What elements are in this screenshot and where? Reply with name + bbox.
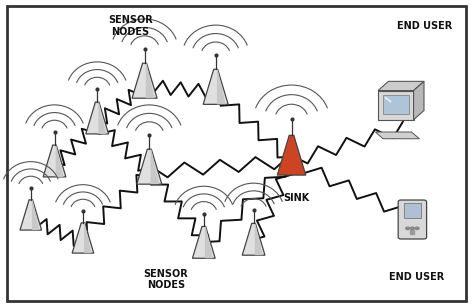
Polygon shape bbox=[255, 223, 263, 255]
Polygon shape bbox=[277, 135, 306, 175]
Polygon shape bbox=[137, 149, 162, 184]
Text: SINK: SINK bbox=[283, 193, 310, 204]
Polygon shape bbox=[375, 132, 419, 139]
Polygon shape bbox=[55, 145, 64, 177]
Polygon shape bbox=[98, 102, 106, 134]
Text: SENSOR
NODES: SENSOR NODES bbox=[108, 15, 153, 37]
Bar bbox=[383, 95, 409, 114]
Bar bbox=[404, 203, 420, 218]
Polygon shape bbox=[32, 200, 39, 230]
Polygon shape bbox=[242, 223, 265, 255]
Polygon shape bbox=[413, 81, 424, 120]
Polygon shape bbox=[146, 63, 155, 98]
Polygon shape bbox=[84, 223, 91, 253]
Polygon shape bbox=[20, 200, 42, 230]
Polygon shape bbox=[132, 63, 157, 98]
Polygon shape bbox=[43, 145, 66, 177]
Circle shape bbox=[415, 227, 419, 230]
Circle shape bbox=[410, 227, 414, 230]
Polygon shape bbox=[72, 223, 94, 253]
Polygon shape bbox=[217, 69, 226, 104]
Bar bbox=[378, 91, 413, 120]
FancyBboxPatch shape bbox=[398, 200, 427, 239]
Text: END USER: END USER bbox=[397, 21, 452, 32]
Text: SENSOR
NODES: SENSOR NODES bbox=[144, 269, 188, 290]
Circle shape bbox=[406, 227, 410, 230]
Polygon shape bbox=[86, 102, 109, 134]
Polygon shape bbox=[203, 69, 228, 104]
Polygon shape bbox=[378, 81, 424, 91]
Polygon shape bbox=[151, 149, 159, 184]
Polygon shape bbox=[205, 227, 213, 258]
Polygon shape bbox=[192, 227, 215, 258]
Text: END USER: END USER bbox=[390, 272, 445, 282]
